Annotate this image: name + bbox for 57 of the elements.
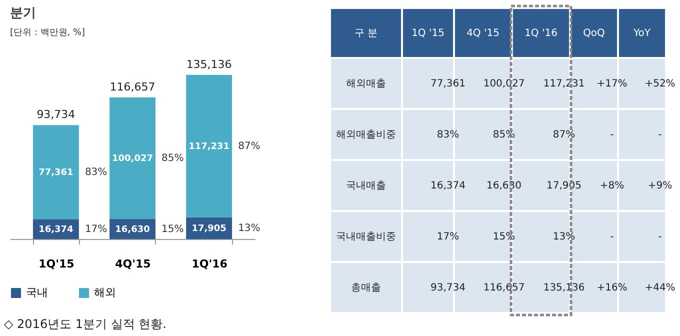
- x-tick-label: 1Q'16: [192, 258, 228, 270]
- data-label: 16,630: [115, 224, 150, 235]
- text: 해외매출: [346, 78, 386, 90]
- chart-title: 분기: [10, 6, 36, 21]
- text: 국내매출: [346, 180, 386, 192]
- text: +52%: [644, 78, 676, 90]
- text: -: [610, 232, 614, 242]
- text: 총매출: [351, 282, 381, 294]
- data-label: 17,905: [192, 224, 226, 234]
- text: +16%: [596, 282, 628, 294]
- data-label: 16,374: [38, 225, 74, 236]
- text: 4Q '15: [466, 28, 500, 39]
- bar: [32, 125, 79, 220]
- text: +44%: [644, 282, 676, 294]
- annotation: 85%: [162, 153, 184, 164]
- total-label: 93,734: [36, 108, 76, 122]
- data-label: 117,231: [188, 142, 230, 152]
- text: 17%: [436, 232, 460, 242]
- text: +9%: [648, 180, 672, 192]
- bar: [110, 97, 156, 219]
- text: 77,361: [430, 78, 466, 90]
- text: 116,657: [483, 282, 525, 294]
- text: 1Q '16: [524, 28, 558, 39]
- text: 93,734: [430, 282, 466, 294]
- x-tick-label: 4Q'15: [115, 258, 151, 270]
- annotation: 17%: [84, 224, 108, 236]
- text: 국내매출비중: [336, 232, 396, 242]
- text: ◇ 2016년도 1분기 실적 현황.: [4, 316, 166, 333]
- text: 83%: [436, 130, 460, 140]
- text: -: [658, 232, 662, 242]
- total-label: 135,136: [186, 58, 232, 71]
- text: +8%: [600, 180, 624, 192]
- text: 100,027: [483, 78, 525, 90]
- text: -: [658, 130, 662, 140]
- data-label: 100,027: [112, 154, 153, 164]
- annotation: 13%: [238, 223, 260, 234]
- text: 1Q '15: [412, 28, 444, 39]
- text: YoY: [632, 28, 652, 39]
- text: -: [610, 130, 614, 140]
- text: 해외매출비중: [336, 130, 396, 140]
- bar: [186, 74, 232, 218]
- text: 구 분: [354, 28, 378, 39]
- legend-label: 국내: [26, 286, 48, 299]
- text: 117,231: [543, 78, 585, 90]
- text: 16,630: [486, 180, 522, 192]
- text: 16,374: [430, 180, 466, 192]
- data-label: 77,361: [38, 168, 74, 178]
- text: 135,136: [543, 282, 585, 294]
- annotation: 83%: [84, 167, 108, 178]
- total-label: 116,657: [110, 80, 156, 94]
- text: +17%: [596, 78, 628, 90]
- text: QoQ: [583, 28, 606, 39]
- legend-label: 해외: [94, 286, 116, 299]
- chart-subtitle: [단위 : 백만원, %]: [10, 28, 86, 38]
- x-tick-label: 1Q'15: [38, 258, 74, 270]
- annotation: 87%: [238, 141, 260, 152]
- annotation: 15%: [162, 224, 184, 235]
